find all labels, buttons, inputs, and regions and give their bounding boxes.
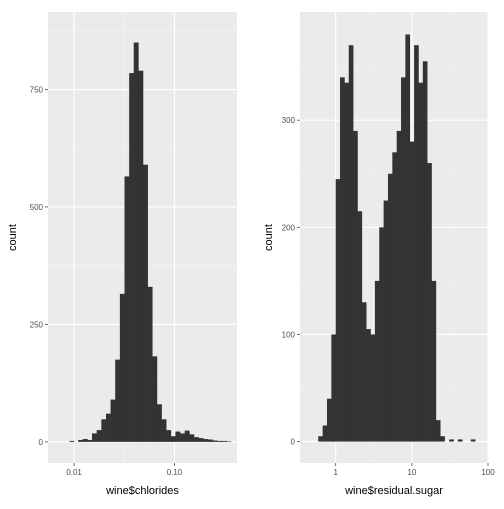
histogram-bar: [133, 42, 139, 442]
histogram-bar: [170, 436, 176, 442]
histogram-bar: [392, 152, 397, 442]
histogram-bar: [152, 356, 158, 442]
histogram-bar: [435, 420, 441, 442]
histogram-bar: [119, 293, 125, 442]
histogram-bar: [422, 61, 428, 442]
histogram-bar: [335, 179, 341, 442]
histogram-bar: [87, 439, 93, 442]
histogram-bar: [96, 430, 102, 442]
histogram-bar: [156, 404, 162, 442]
histogram-bar: [357, 211, 363, 442]
histogram-bar: [138, 70, 144, 442]
y-axis-title: count: [263, 224, 275, 251]
x-axis-title: wine$residual.sugar: [344, 485, 443, 497]
histogram-bar: [383, 200, 389, 442]
histogram-bar: [344, 82, 350, 442]
histogram-bar: [405, 34, 411, 442]
histogram-bar: [129, 73, 135, 442]
histogram-bar: [92, 433, 97, 442]
histogram-bar: [340, 77, 345, 442]
histogram-bar: [101, 419, 107, 442]
histogram-bar: [193, 437, 199, 442]
histogram-bar: [379, 227, 384, 442]
histogram-bar: [361, 302, 367, 442]
histogram-bar: [189, 434, 195, 442]
x-axis-title: wine$chlorides: [105, 485, 179, 497]
x-tick-label: 0.01: [66, 468, 82, 477]
histogram-bar: [166, 430, 172, 442]
histogram-bar: [401, 77, 406, 442]
histogram-bar: [409, 141, 415, 442]
x-tick-label: 1: [333, 468, 338, 477]
histogram-bar: [326, 398, 332, 442]
histogram-bar: [207, 439, 213, 442]
histogram-bar: [414, 45, 419, 442]
y-tick-label: 0: [291, 438, 296, 447]
y-tick-label: 500: [30, 203, 44, 212]
histogram-bar: [212, 440, 218, 442]
y-tick-label: 300: [282, 116, 296, 125]
histogram-bar: [175, 431, 181, 442]
histogram-bar: [318, 436, 323, 442]
histogram-bar: [82, 439, 88, 442]
histogram-bar: [449, 439, 454, 442]
panel-1: 0 250 500 750 0.01 0.10 wine$chlorides count: [7, 12, 237, 497]
x-tick-label: 100: [481, 468, 495, 477]
histogram-bar: [374, 280, 380, 442]
x-tick-label: 10: [407, 468, 416, 477]
histogram-bar: [198, 438, 204, 442]
histogram-bar: [78, 439, 84, 442]
histogram-bar: [322, 425, 328, 442]
y-axis-title: count: [7, 224, 19, 251]
histogram-bar: [440, 436, 445, 442]
histogram-bar: [221, 440, 227, 442]
histogram-bar: [124, 176, 130, 442]
y-tick-label: 750: [30, 86, 44, 95]
histogram-bar: [370, 334, 376, 442]
histogram-bar: [105, 413, 111, 442]
histogram-bar: [387, 173, 393, 442]
histogram-bar: [353, 130, 358, 442]
y-tick-label: 100: [282, 330, 296, 339]
histogram-bar: [184, 430, 190, 442]
histogram-bar: [115, 359, 121, 442]
histogram-bar: [396, 130, 402, 442]
histogram-bar: [142, 164, 148, 442]
panel-2: 0 100 200 300 1 10 100 wine$residual.sugar count: [263, 12, 495, 497]
histogram-bar: [331, 334, 336, 442]
y-tick-label: 200: [282, 223, 296, 232]
histogram-bar: [427, 163, 432, 442]
y-tick-label: 0: [39, 438, 44, 447]
histogram-bar: [217, 440, 223, 442]
histogram-bar: [366, 329, 371, 442]
histogram-bar: [418, 82, 424, 442]
histogram-bar: [226, 441, 232, 442]
histogram-bar: [110, 399, 116, 442]
histogram-bar: [470, 439, 476, 442]
histogram-bar: [69, 440, 75, 442]
y-tick-label: 250: [30, 320, 44, 329]
histogram-bar: [203, 439, 209, 442]
histogram-bar: [457, 439, 463, 442]
histogram-bar: [431, 280, 437, 442]
histogram-bar: [161, 419, 167, 442]
histogram-bar: [147, 286, 153, 442]
histogram-bar: [180, 433, 185, 442]
histogram-bar: [348, 45, 354, 442]
x-tick-label: 0.10: [167, 468, 183, 477]
